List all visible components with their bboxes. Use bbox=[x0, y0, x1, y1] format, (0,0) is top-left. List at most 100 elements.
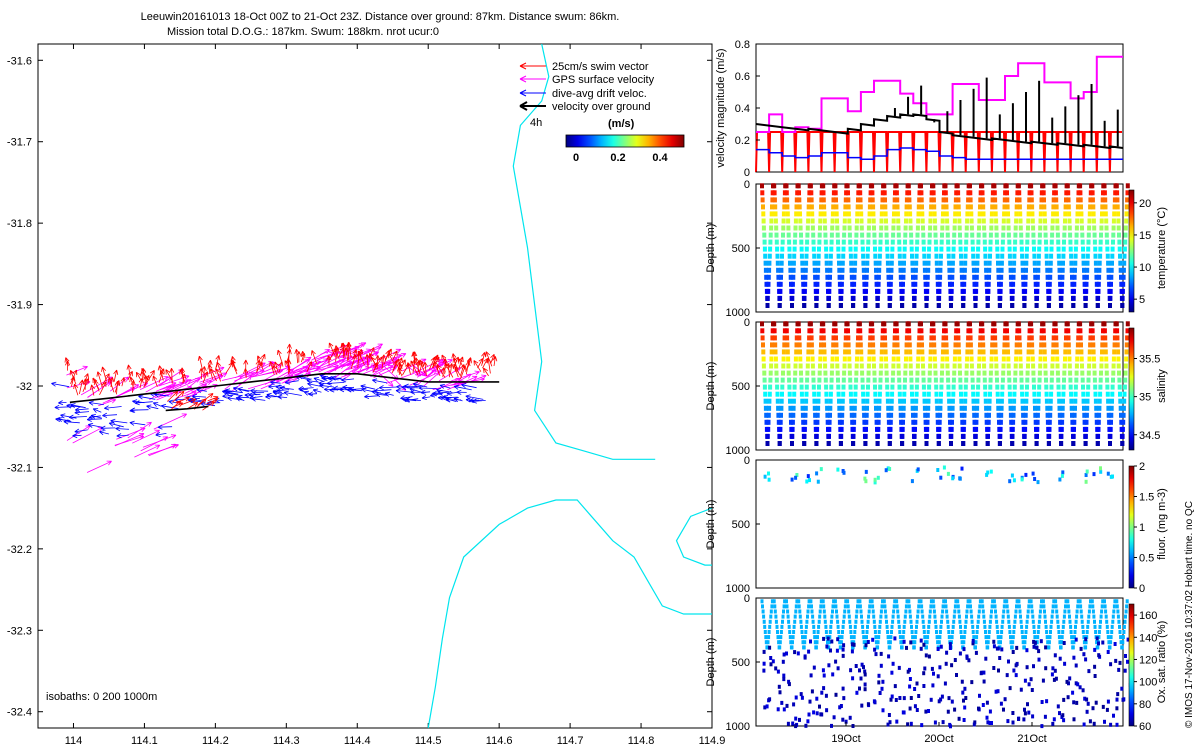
profile-sample bbox=[1091, 604, 1095, 609]
profile-sample bbox=[986, 281, 991, 287]
profile-sample bbox=[950, 412, 955, 418]
profile-sample bbox=[895, 335, 900, 341]
profile-sample bbox=[877, 391, 882, 397]
profile-sample bbox=[914, 398, 919, 404]
colorbar-tick-label: 0 bbox=[1139, 583, 1145, 595]
profile-sample bbox=[873, 398, 878, 404]
profile-sample bbox=[1031, 619, 1035, 624]
profile-sample bbox=[1109, 635, 1113, 640]
profile-sample bbox=[1078, 599, 1082, 604]
profile-sample bbox=[864, 640, 868, 645]
profile-sample bbox=[850, 649, 854, 654]
swim-vector bbox=[334, 347, 340, 362]
profile-sample bbox=[1062, 614, 1066, 619]
swim-vector bbox=[446, 362, 452, 378]
profile-sample bbox=[888, 281, 893, 287]
profile-sample bbox=[1124, 614, 1127, 619]
profile-sample bbox=[799, 619, 803, 624]
profile-sample bbox=[982, 225, 987, 231]
profile-sample bbox=[984, 274, 989, 280]
profile-sample bbox=[1086, 624, 1090, 629]
profile-sample bbox=[776, 635, 780, 640]
profile-sample bbox=[861, 630, 865, 634]
profile-sample bbox=[761, 604, 764, 609]
profile-sample bbox=[1109, 662, 1113, 667]
colorbar-tick-label: 100 bbox=[1139, 677, 1157, 689]
profile-sample bbox=[1097, 405, 1102, 411]
profile-sample bbox=[938, 267, 943, 273]
profile-sample bbox=[1017, 204, 1022, 210]
profile-sample bbox=[923, 640, 927, 645]
profile-sample bbox=[951, 630, 955, 634]
profile-sample bbox=[1025, 370, 1030, 376]
profile-sample bbox=[1097, 398, 1102, 404]
profile-sample bbox=[909, 370, 914, 376]
colorbar-label: temperature (°C) bbox=[1156, 207, 1168, 289]
profile-sample bbox=[1074, 239, 1079, 245]
profile-sample bbox=[763, 405, 768, 411]
profile-sample bbox=[785, 342, 790, 348]
profile-sample bbox=[1105, 377, 1110, 383]
profile-sample bbox=[843, 349, 848, 355]
profile-sample bbox=[917, 694, 921, 698]
profile-sample bbox=[974, 426, 979, 432]
profile-sample bbox=[936, 640, 940, 645]
profile-sample bbox=[1053, 668, 1057, 673]
profile-sample bbox=[827, 433, 831, 439]
profile-sample bbox=[824, 246, 829, 252]
profile-sample bbox=[919, 335, 924, 341]
profile-sample bbox=[1051, 211, 1056, 217]
profile-sample bbox=[1121, 412, 1126, 418]
profile-sample bbox=[796, 321, 801, 327]
profile-sample bbox=[996, 274, 1001, 280]
profile-sample bbox=[915, 232, 920, 238]
profile-sample bbox=[964, 370, 969, 376]
profile-sample bbox=[1122, 246, 1127, 252]
profile-sample bbox=[920, 204, 924, 210]
profile-sample bbox=[1102, 321, 1107, 327]
profile-sample bbox=[961, 433, 966, 439]
profile-sample bbox=[924, 295, 929, 301]
profile-sample bbox=[956, 204, 961, 210]
profile-sample bbox=[908, 684, 912, 689]
profile-sample bbox=[1003, 599, 1007, 604]
profile-sample bbox=[1047, 426, 1052, 432]
profile-sample bbox=[984, 267, 989, 273]
profile-sample bbox=[1072, 281, 1077, 287]
profile-sample bbox=[909, 619, 913, 624]
profile-sample bbox=[1106, 635, 1110, 640]
profile-sample bbox=[984, 635, 988, 640]
profile-sample bbox=[996, 405, 1001, 411]
profile-sample bbox=[1117, 232, 1121, 238]
profile-sample bbox=[906, 722, 910, 727]
profile-sample bbox=[1063, 661, 1067, 666]
profile-sample bbox=[827, 288, 832, 294]
profile-sample bbox=[1069, 630, 1073, 634]
profile-sample bbox=[881, 679, 885, 684]
profile-sample bbox=[822, 218, 827, 224]
profile-sample bbox=[804, 384, 809, 390]
profile-sample bbox=[1105, 391, 1110, 397]
profile-sample bbox=[1106, 260, 1111, 266]
drift-vector bbox=[307, 382, 323, 387]
profile-sample bbox=[831, 604, 835, 609]
profile-sample bbox=[803, 412, 808, 418]
profile-sample bbox=[1006, 363, 1011, 369]
swim-vector bbox=[294, 348, 300, 364]
profile-sample bbox=[774, 225, 779, 231]
profile-sample bbox=[968, 321, 972, 327]
profile-sample bbox=[867, 342, 872, 348]
profile-sample bbox=[1097, 641, 1100, 646]
profile-sample bbox=[993, 349, 998, 355]
profile-sample bbox=[793, 370, 798, 376]
profile-sample bbox=[959, 398, 964, 404]
profile-sample bbox=[937, 419, 942, 425]
profile-sample bbox=[1078, 197, 1083, 203]
profile-sample bbox=[974, 288, 979, 294]
profile-sample bbox=[1073, 260, 1078, 266]
profile-sample bbox=[1118, 624, 1121, 629]
profile-sample bbox=[994, 614, 998, 619]
profile-sample bbox=[811, 239, 816, 245]
profile-sample bbox=[950, 635, 954, 640]
profile-sample bbox=[1020, 391, 1025, 397]
